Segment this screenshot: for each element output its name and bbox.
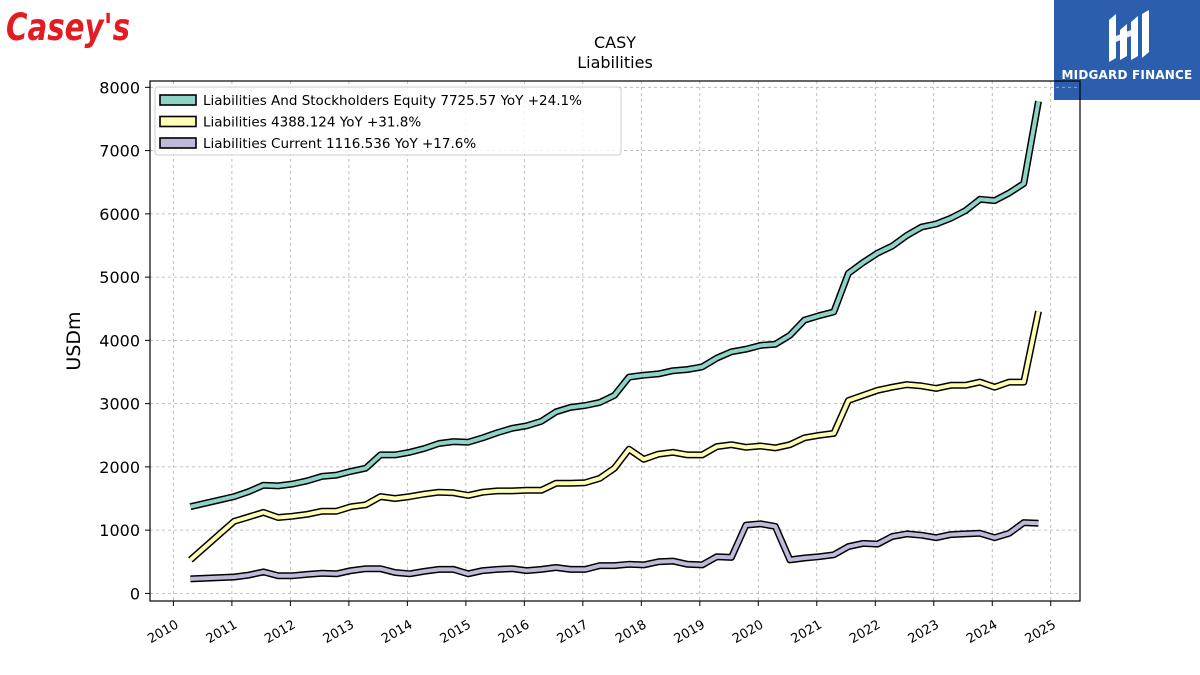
series-line-3 <box>190 519 1039 583</box>
legend-swatch <box>159 137 197 149</box>
x-tick-label: 2017 <box>555 617 591 647</box>
x-tick-label: 2015 <box>438 617 474 647</box>
caseys-logo-text: Casey's <box>6 6 130 49</box>
plot-frame <box>149 80 1081 602</box>
x-tick-label: 2014 <box>379 617 415 647</box>
x-tick-label: 2018 <box>613 617 649 647</box>
series-line-outline <box>189 100 1042 511</box>
x-tick-label: 2013 <box>321 617 357 647</box>
x-tick-label: 2016 <box>496 617 532 647</box>
y-tick-label: 4000 <box>99 331 140 350</box>
midgard-finance-name: MIDGARD FINANCE <box>1061 68 1193 82</box>
x-tick-label: 2019 <box>672 617 708 647</box>
caseys-logo: Casey's <box>6 6 130 49</box>
legend-label: Liabilities Current 1116.536 YoY +17.6% <box>203 136 476 152</box>
x-tick-label: 2011 <box>204 617 240 647</box>
x-tick-label: 2012 <box>262 617 298 647</box>
y-tick-label: 5000 <box>99 268 140 287</box>
y-tick-label: 2000 <box>99 458 140 477</box>
x-tick-label: 2023 <box>906 617 942 647</box>
x-tick-label: 2010 <box>145 617 181 647</box>
y-tick-label: 0 <box>130 584 140 603</box>
midgard-finance-logo: MIDGARD FINANCE <box>1054 0 1200 100</box>
grid <box>150 81 1080 601</box>
legend-swatch <box>159 115 197 128</box>
legend-box <box>154 86 622 156</box>
legend: Liabilities And Stockholders Equity 7725… <box>154 86 622 156</box>
series-line-2 <box>188 310 1042 563</box>
legend-swatch <box>159 94 197 106</box>
x-tick-label: 2022 <box>847 617 883 647</box>
chart-subtitle: Liabilities <box>577 53 653 72</box>
chart-title: CASY <box>594 33 636 52</box>
legend-label: Liabilities And Stockholders Equity 7725… <box>203 93 582 109</box>
midgard-emblem-icon <box>1109 10 1149 62</box>
series-line-1 <box>189 100 1042 511</box>
x-tick-label: 2020 <box>730 617 766 647</box>
series-line-stroke <box>189 310 1041 562</box>
y-tick-label: 7000 <box>99 142 140 161</box>
series-line-outline <box>188 310 1042 563</box>
series-line-stroke <box>190 520 1039 581</box>
x-tick-label: 2025 <box>1023 617 1059 647</box>
series-line-stroke <box>189 100 1041 509</box>
plot-area <box>149 80 1081 602</box>
y-axis: 0 1000 2000 3000 4000 5000 6000 7000 8000 <box>99 78 150 603</box>
x-tick-label: 2021 <box>789 617 825 647</box>
y-axis-label: USDm <box>63 311 85 370</box>
y-tick-label: 8000 <box>99 78 140 97</box>
y-tick-label: 3000 <box>99 395 140 414</box>
legend-label: Liabilities 4388.124 YoY +31.8% <box>203 115 421 131</box>
x-axis: 2010 2011 2012 2013 2014 2015 2016 2017 2018 2019… <box>145 601 1059 647</box>
y-tick-label: 1000 <box>99 521 140 540</box>
series-line-outline <box>190 519 1039 583</box>
y-tick-label: 6000 <box>99 205 140 224</box>
series-lines <box>188 100 1042 583</box>
x-tick-label: 2024 <box>964 617 1000 647</box>
